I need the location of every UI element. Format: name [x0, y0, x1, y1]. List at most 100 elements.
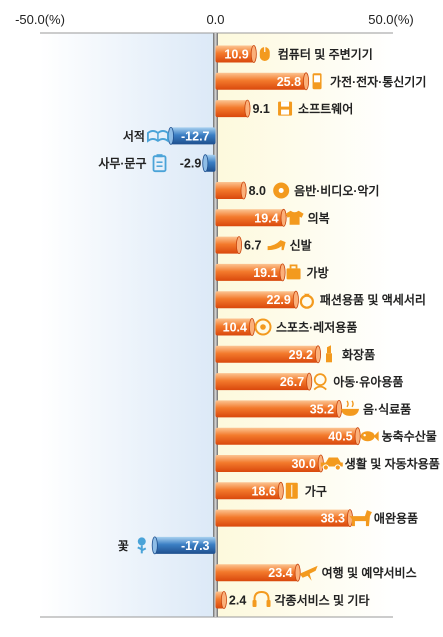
bar-row: 9.1 소프트웨어 [215, 99, 353, 118]
bar-row: 8.0 음반·비디오·악기 [215, 181, 379, 200]
bar-end-cap [314, 345, 321, 364]
bar [154, 536, 216, 554]
dog-icon [347, 510, 372, 527]
bar-end-cap [354, 427, 361, 446]
category-label: 아동·유아용품 [333, 374, 403, 389]
bar-end-cap [280, 208, 287, 227]
x-tick-label-max: 50.0(%) [368, 12, 414, 27]
category-label: 음반·비디오·악기 [294, 183, 379, 198]
bar-row: -2.9 사무·문구 [98, 154, 216, 173]
bar-end-cap [249, 318, 256, 336]
bar [215, 236, 240, 254]
category-label: 음·식료품 [363, 401, 411, 416]
phone-icon [312, 73, 322, 90]
bar-end-cap [292, 290, 299, 309]
category-label: 가구 [305, 483, 327, 498]
category-label: 꽃 [118, 539, 129, 553]
floppy-disk-icon [278, 101, 293, 116]
bar-row: 26.7 아동·유아용품 [215, 372, 403, 391]
bar-value-label: -17.3 [181, 539, 210, 553]
bar-end-cap [244, 99, 251, 118]
category-label: 패션용품 및 액세서리 [320, 292, 426, 307]
bar [215, 45, 254, 63]
bag-icon [286, 264, 301, 280]
bar-value-label: 18.6 [251, 484, 275, 498]
bar-row: 35.2 음·식료품 [215, 399, 411, 418]
bar-row: 2.4 각종서비스 및 기타 [215, 590, 370, 609]
bar [215, 209, 284, 227]
bar-row: 29.2 화장품 [215, 345, 375, 364]
bar-value-label: 23.4 [268, 566, 292, 580]
bar-value-label: 30.0 [291, 457, 315, 471]
bar-end-cap [336, 399, 343, 418]
bar-end-cap [250, 45, 257, 63]
flower-icon [137, 537, 147, 554]
category-label: 가방 [307, 265, 329, 280]
bar-row: 38.3 애완용품 [215, 509, 418, 527]
bar-row: 6.7 신발 [215, 236, 312, 255]
category-label: 생활 및 자동차용품 [345, 456, 440, 471]
bar-row: 23.4 여행 및 예약서비스 [215, 563, 417, 582]
bar-row: -17.3 꽃 [118, 536, 216, 555]
bar-value-label: -12.7 [181, 129, 210, 143]
mouse-icon [259, 47, 270, 61]
category-label: 여행 및 예약서비스 [322, 565, 417, 580]
bar-value-label: 26.7 [280, 375, 304, 389]
open-book-icon [147, 130, 169, 143]
category-label: 신발 [290, 238, 312, 253]
bar-end-cap [294, 563, 301, 582]
x-tick-label-min: -50.0(%) [15, 12, 65, 27]
bar [215, 318, 253, 336]
bar-value-label: 38.3 [321, 512, 345, 526]
bar-row: 18.6 가구 [215, 481, 327, 500]
bar-row: 22.9 패션용품 및 액세서리 [215, 290, 426, 309]
airplane-icon [299, 565, 318, 581]
bar-row: 19.4 의복 [215, 208, 330, 227]
headset-icon [252, 590, 271, 607]
bar-end-cap [220, 591, 227, 609]
bar-end-cap [303, 72, 310, 91]
bar [215, 455, 321, 472]
bar [215, 373, 310, 391]
bar-row: -12.7 서적 [123, 126, 216, 145]
negative-region-panel [40, 33, 214, 617]
bar-end-cap [167, 126, 174, 145]
bar-end-cap [202, 154, 209, 173]
bar [215, 564, 298, 582]
bar-value-label: 10.9 [224, 48, 248, 62]
ring-icon [299, 293, 314, 309]
bar [215, 72, 307, 90]
category-label: 농축수산물 [382, 429, 437, 444]
bar [215, 400, 340, 418]
bar-end-cap [279, 263, 286, 282]
bar [215, 100, 248, 118]
category-label: 화장품 [342, 347, 375, 362]
bar-end-cap [277, 481, 284, 500]
x-tick-label-zero: 0.0 [206, 12, 224, 27]
bar [215, 345, 318, 363]
bar [215, 182, 244, 199]
category-label: 각종서비스 및 기타 [275, 593, 370, 608]
bar-value-label: -2.9 [180, 157, 202, 171]
bar-row: 25.8 가전·전자·통신기기 [215, 72, 426, 91]
bar-row: 10.4 스포츠·레저용품 [215, 318, 357, 336]
fish-icon [360, 431, 379, 442]
bar [215, 263, 283, 281]
bars-layer: 10.9 컴퓨터 및 주변기기 25.8 가전·전자·통신기기 9.1 소프트웨어 -12.… [98, 45, 440, 609]
category-label: 사무·문구 [98, 156, 146, 171]
bar [215, 482, 281, 500]
high-heel-icon [267, 240, 286, 251]
bar [215, 291, 296, 309]
baby-icon [313, 373, 327, 391]
category-label: 소프트웨어 [298, 101, 353, 116]
bar [170, 127, 216, 145]
bar-value-label: 35.2 [310, 402, 334, 416]
category-label: 애완용품 [374, 511, 418, 526]
category-label: 서적 [123, 128, 145, 143]
bar-value-label: 2.4 [229, 594, 246, 608]
category-label: 의복 [308, 210, 330, 225]
bar-end-cap [151, 536, 158, 555]
bar-value-label: 40.5 [328, 430, 352, 444]
bowl-icon [341, 400, 360, 416]
